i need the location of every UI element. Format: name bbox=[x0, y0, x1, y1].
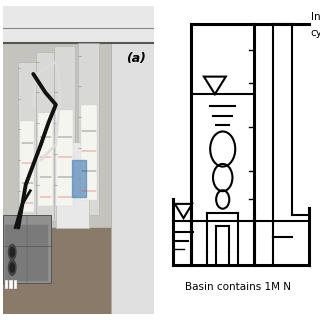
Bar bbox=[72, 160, 86, 197]
Circle shape bbox=[10, 248, 14, 257]
Circle shape bbox=[8, 244, 16, 260]
Bar bbox=[20, 121, 35, 212]
Bar bbox=[111, 43, 154, 314]
Text: Basin contains 1M N: Basin contains 1M N bbox=[185, 282, 292, 292]
Bar bbox=[36, 52, 54, 221]
Text: Invert: Invert bbox=[310, 12, 320, 22]
Bar bbox=[5, 280, 8, 289]
Circle shape bbox=[10, 263, 14, 272]
Bar bbox=[81, 105, 97, 200]
Bar bbox=[56, 110, 73, 206]
Bar bbox=[54, 46, 76, 221]
Bar bbox=[3, 43, 154, 228]
Circle shape bbox=[8, 260, 16, 275]
Bar bbox=[9, 280, 13, 289]
Bar bbox=[18, 62, 36, 228]
Bar bbox=[3, 215, 51, 283]
Text: (a): (a) bbox=[126, 52, 146, 65]
Bar bbox=[56, 141, 89, 228]
Text: cylind: cylind bbox=[310, 28, 320, 38]
Bar bbox=[38, 113, 52, 206]
Bar bbox=[3, 6, 154, 43]
Bar bbox=[14, 280, 18, 289]
Bar bbox=[5, 225, 47, 280]
Bar bbox=[3, 228, 154, 314]
Bar bbox=[78, 43, 100, 215]
